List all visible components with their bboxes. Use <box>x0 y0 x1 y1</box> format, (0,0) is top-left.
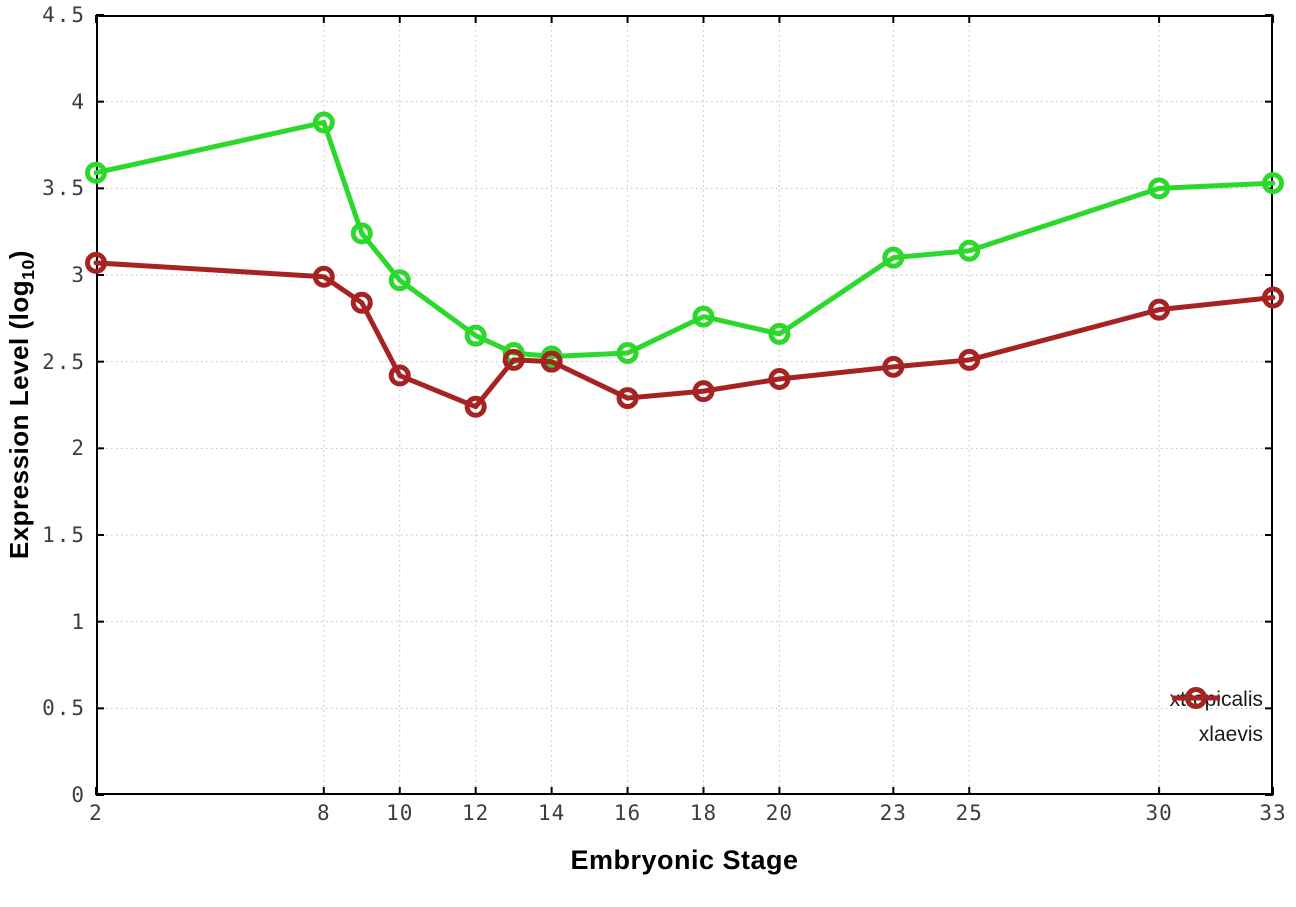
data-point-xlaevis-33 <box>1262 286 1284 309</box>
data-point-xlaevis-16 <box>616 387 639 410</box>
x-tick-label-23: 23 <box>879 801 907 825</box>
data-point-xtropicalis-12 <box>464 324 487 347</box>
data-point-xlaevis-12 <box>464 395 487 418</box>
data-point-xlaevis-30 <box>1148 298 1171 321</box>
data-point-xtropicalis-23 <box>882 246 905 269</box>
legend-marker-xlaevis <box>1171 687 1220 709</box>
legend-label-xlaevis: xlaevis <box>1198 723 1263 746</box>
y-axis-title-prefix: Expression Level (log <box>4 280 35 560</box>
y-tick-label-4.5: 4.5 <box>42 3 86 27</box>
data-point-xtropicalis-8 <box>312 111 335 134</box>
series-xlaevis <box>85 251 1284 418</box>
plot-border <box>96 15 1273 795</box>
plot-area: xtropicalisxlaevis <box>85 14 1284 796</box>
data-point-xtropicalis-9 <box>350 222 373 245</box>
y-tick-label-1.5: 1.5 <box>42 523 86 547</box>
plot-svg <box>85 14 1284 796</box>
data-point-xtropicalis-18 <box>692 305 715 328</box>
y-axis-title-suffix: ) <box>4 250 35 260</box>
legend-item-xlaevis: xlaevis <box>1171 687 1263 751</box>
y-tick-label-2.5: 2.5 <box>42 349 86 374</box>
data-point-xlaevis-10 <box>388 364 411 387</box>
x-tick-label-10: 10 <box>386 801 414 825</box>
data-point-xlaevis-20 <box>768 368 791 390</box>
y-tick-label-2: 2 <box>71 436 86 461</box>
data-point-xlaevis-8 <box>312 265 335 288</box>
data-point-xtropicalis-16 <box>616 342 639 364</box>
y-tick-label-0.5: 0.5 <box>42 696 86 721</box>
x-tick-label-25: 25 <box>955 801 983 825</box>
x-tick-label-14: 14 <box>537 801 566 825</box>
series-line-xlaevis <box>93 260 1276 410</box>
x-tick-label-12: 12 <box>462 801 490 825</box>
y-tick-label-3.5: 3.5 <box>42 176 86 201</box>
x-tick-label-2: 2 <box>89 801 103 825</box>
gridlines <box>96 15 1273 795</box>
x-axis-title: Embryonic Stage <box>570 845 799 875</box>
data-point-xlaevis-9 <box>350 291 373 314</box>
data-point-xtropicalis-30 <box>1148 177 1171 200</box>
y-tick-label-3: 3 <box>71 263 86 287</box>
legend: xtropicalisxlaevis <box>1170 684 1263 751</box>
x-tick-label-20: 20 <box>765 801 794 825</box>
data-point-xtropicalis-2 <box>85 161 107 184</box>
data-point-xlaevis-13 <box>502 348 525 371</box>
data-point-xlaevis-2 <box>85 251 107 274</box>
series-xtropicalis <box>85 111 1284 368</box>
data-point-xlaevis-25 <box>958 348 981 371</box>
series-line-xtropicalis <box>93 119 1276 359</box>
data-point-xtropicalis-20 <box>768 322 791 345</box>
data-point-xlaevis-14 <box>540 350 563 373</box>
x-tick-label-16: 16 <box>613 801 642 825</box>
data-point-xlaevis-18 <box>692 380 715 403</box>
x-tick-label-33: 33 <box>1259 801 1287 825</box>
y-tick-label-1: 1 <box>71 609 86 634</box>
x-tick-label-8: 8 <box>316 801 331 825</box>
data-point-xlaevis-23 <box>882 355 905 378</box>
y-tick-label-0: 0 <box>71 783 86 807</box>
y-axis-title-text: Expression Level (log10) <box>4 250 39 559</box>
x-tick-label-30: 30 <box>1145 801 1173 825</box>
y-tick-label-4: 4 <box>71 89 86 114</box>
data-point-xtropicalis-25 <box>958 239 981 262</box>
data-point-xtropicalis-10 <box>388 269 411 292</box>
y-axis-title: Expression Level (log10) <box>0 15 44 795</box>
x-tick-label-18: 18 <box>689 801 718 825</box>
data-point-xtropicalis-33 <box>1262 172 1284 195</box>
